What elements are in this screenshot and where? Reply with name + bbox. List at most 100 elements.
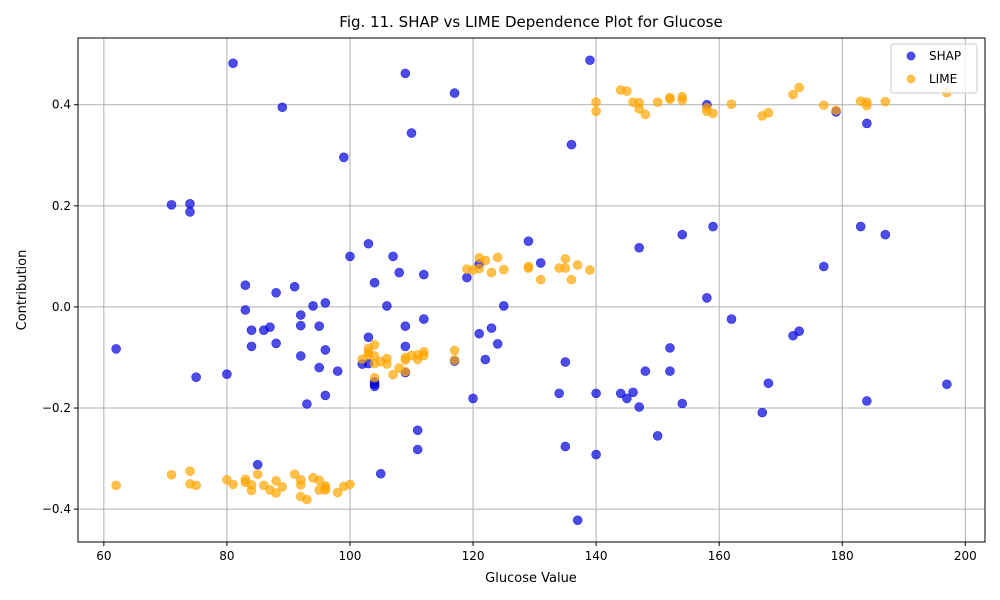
data-point-shap <box>523 236 534 247</box>
series-shap <box>111 55 952 526</box>
data-point-shap <box>535 258 546 268</box>
data-point-shap <box>634 242 644 253</box>
data-point-shap <box>677 398 688 409</box>
data-point-shap <box>222 369 232 379</box>
data-point-shap <box>320 390 331 401</box>
data-point-shap <box>320 298 331 308</box>
data-point-lime <box>295 480 306 490</box>
data-point-lime <box>622 86 632 96</box>
data-point-shap <box>880 229 891 240</box>
data-point-shap <box>560 441 571 452</box>
data-point-shap <box>400 321 411 331</box>
legend-label-shap: SHAP <box>929 49 961 63</box>
data-point-shap <box>862 118 872 129</box>
data-point-shap <box>560 357 571 367</box>
data-point-shap <box>240 305 251 315</box>
data-point-lime <box>591 106 601 117</box>
data-point-shap <box>295 320 306 331</box>
data-point-lime <box>788 89 798 100</box>
data-point-lime <box>880 96 891 107</box>
data-point-shap <box>271 338 281 349</box>
data-point-lime <box>302 494 312 505</box>
data-point-lime <box>726 99 737 110</box>
data-point-lime <box>566 274 577 285</box>
data-point-shap <box>406 128 417 138</box>
data-point-shap <box>320 345 331 355</box>
data-point-shap <box>400 68 411 79</box>
data-point-lime <box>345 479 355 490</box>
data-point-lime <box>665 94 675 104</box>
data-point-shap <box>246 325 257 335</box>
chart-title: Fig. 11. SHAP vs LIME Dependence Plot fo… <box>339 13 722 31</box>
data-point-shap <box>185 199 195 209</box>
data-point-shap <box>763 378 774 389</box>
data-point-lime <box>708 108 718 119</box>
data-point-shap <box>252 459 263 470</box>
data-point-lime <box>486 267 497 278</box>
data-point-lime <box>677 95 688 105</box>
x-axis-label: Glucose Value <box>485 571 577 586</box>
data-point-lime <box>369 340 380 350</box>
data-point-shap <box>449 88 460 98</box>
data-point-shap <box>794 326 804 336</box>
data-point-shap <box>585 55 595 66</box>
data-point-shap <box>111 344 121 354</box>
data-point-shap <box>862 396 872 406</box>
data-point-lime <box>191 480 201 491</box>
data-point-shap <box>702 293 712 303</box>
y-axis-label: Contribution <box>15 250 30 331</box>
x-tick-label: 60 <box>96 549 111 563</box>
data-point-shap <box>419 314 429 324</box>
y-tick-label: −0.4 <box>42 502 71 516</box>
data-point-shap <box>314 362 325 373</box>
data-point-shap <box>166 200 177 210</box>
data-point-shap <box>492 339 503 349</box>
data-point-lime <box>320 485 331 495</box>
scatter-points <box>111 55 952 526</box>
data-point-shap <box>240 280 251 290</box>
data-point-lime <box>591 97 601 108</box>
data-point-shap <box>295 351 306 361</box>
x-tick-label: 140 <box>585 549 608 563</box>
data-point-lime <box>314 475 325 486</box>
y-tick-label: 0.4 <box>52 98 71 112</box>
data-point-shap <box>640 366 651 376</box>
x-tick-label: 120 <box>462 549 485 563</box>
data-point-shap <box>591 449 601 460</box>
data-point-lime <box>228 479 238 490</box>
data-point-shap <box>314 321 325 331</box>
data-point-shap <box>394 267 405 278</box>
legend-label-lime: LIME <box>929 72 957 86</box>
data-point-shap <box>634 402 644 412</box>
data-point-lime <box>111 480 121 491</box>
data-point-shap <box>369 381 380 392</box>
data-point-shap <box>591 388 601 399</box>
data-point-shap <box>474 328 484 339</box>
y-tick-label: −0.2 <box>42 401 71 415</box>
grid-lines <box>78 38 985 542</box>
data-point-shap <box>708 221 718 232</box>
data-point-shap <box>419 269 429 280</box>
data-point-lime <box>252 469 263 480</box>
data-point-shap <box>554 388 564 399</box>
legend-marker-lime <box>906 74 916 84</box>
data-point-shap <box>345 251 355 262</box>
data-point-lime <box>634 103 644 114</box>
data-point-shap <box>363 238 374 249</box>
legend: SHAP LIME <box>890 43 978 94</box>
data-point-shap <box>665 343 675 353</box>
data-point-lime <box>166 469 177 480</box>
data-point-lime <box>480 255 491 266</box>
data-point-shap <box>622 393 632 404</box>
data-point-shap <box>677 229 688 240</box>
data-point-lime <box>535 274 546 285</box>
data-point-lime <box>382 359 392 369</box>
data-point-lime <box>246 485 257 496</box>
data-point-lime <box>652 97 663 108</box>
data-point-shap <box>185 207 195 217</box>
data-point-shap <box>277 102 288 113</box>
data-point-lime <box>289 469 300 480</box>
data-point-shap <box>339 152 349 163</box>
data-point-lime <box>185 466 195 477</box>
data-point-shap <box>388 251 398 262</box>
